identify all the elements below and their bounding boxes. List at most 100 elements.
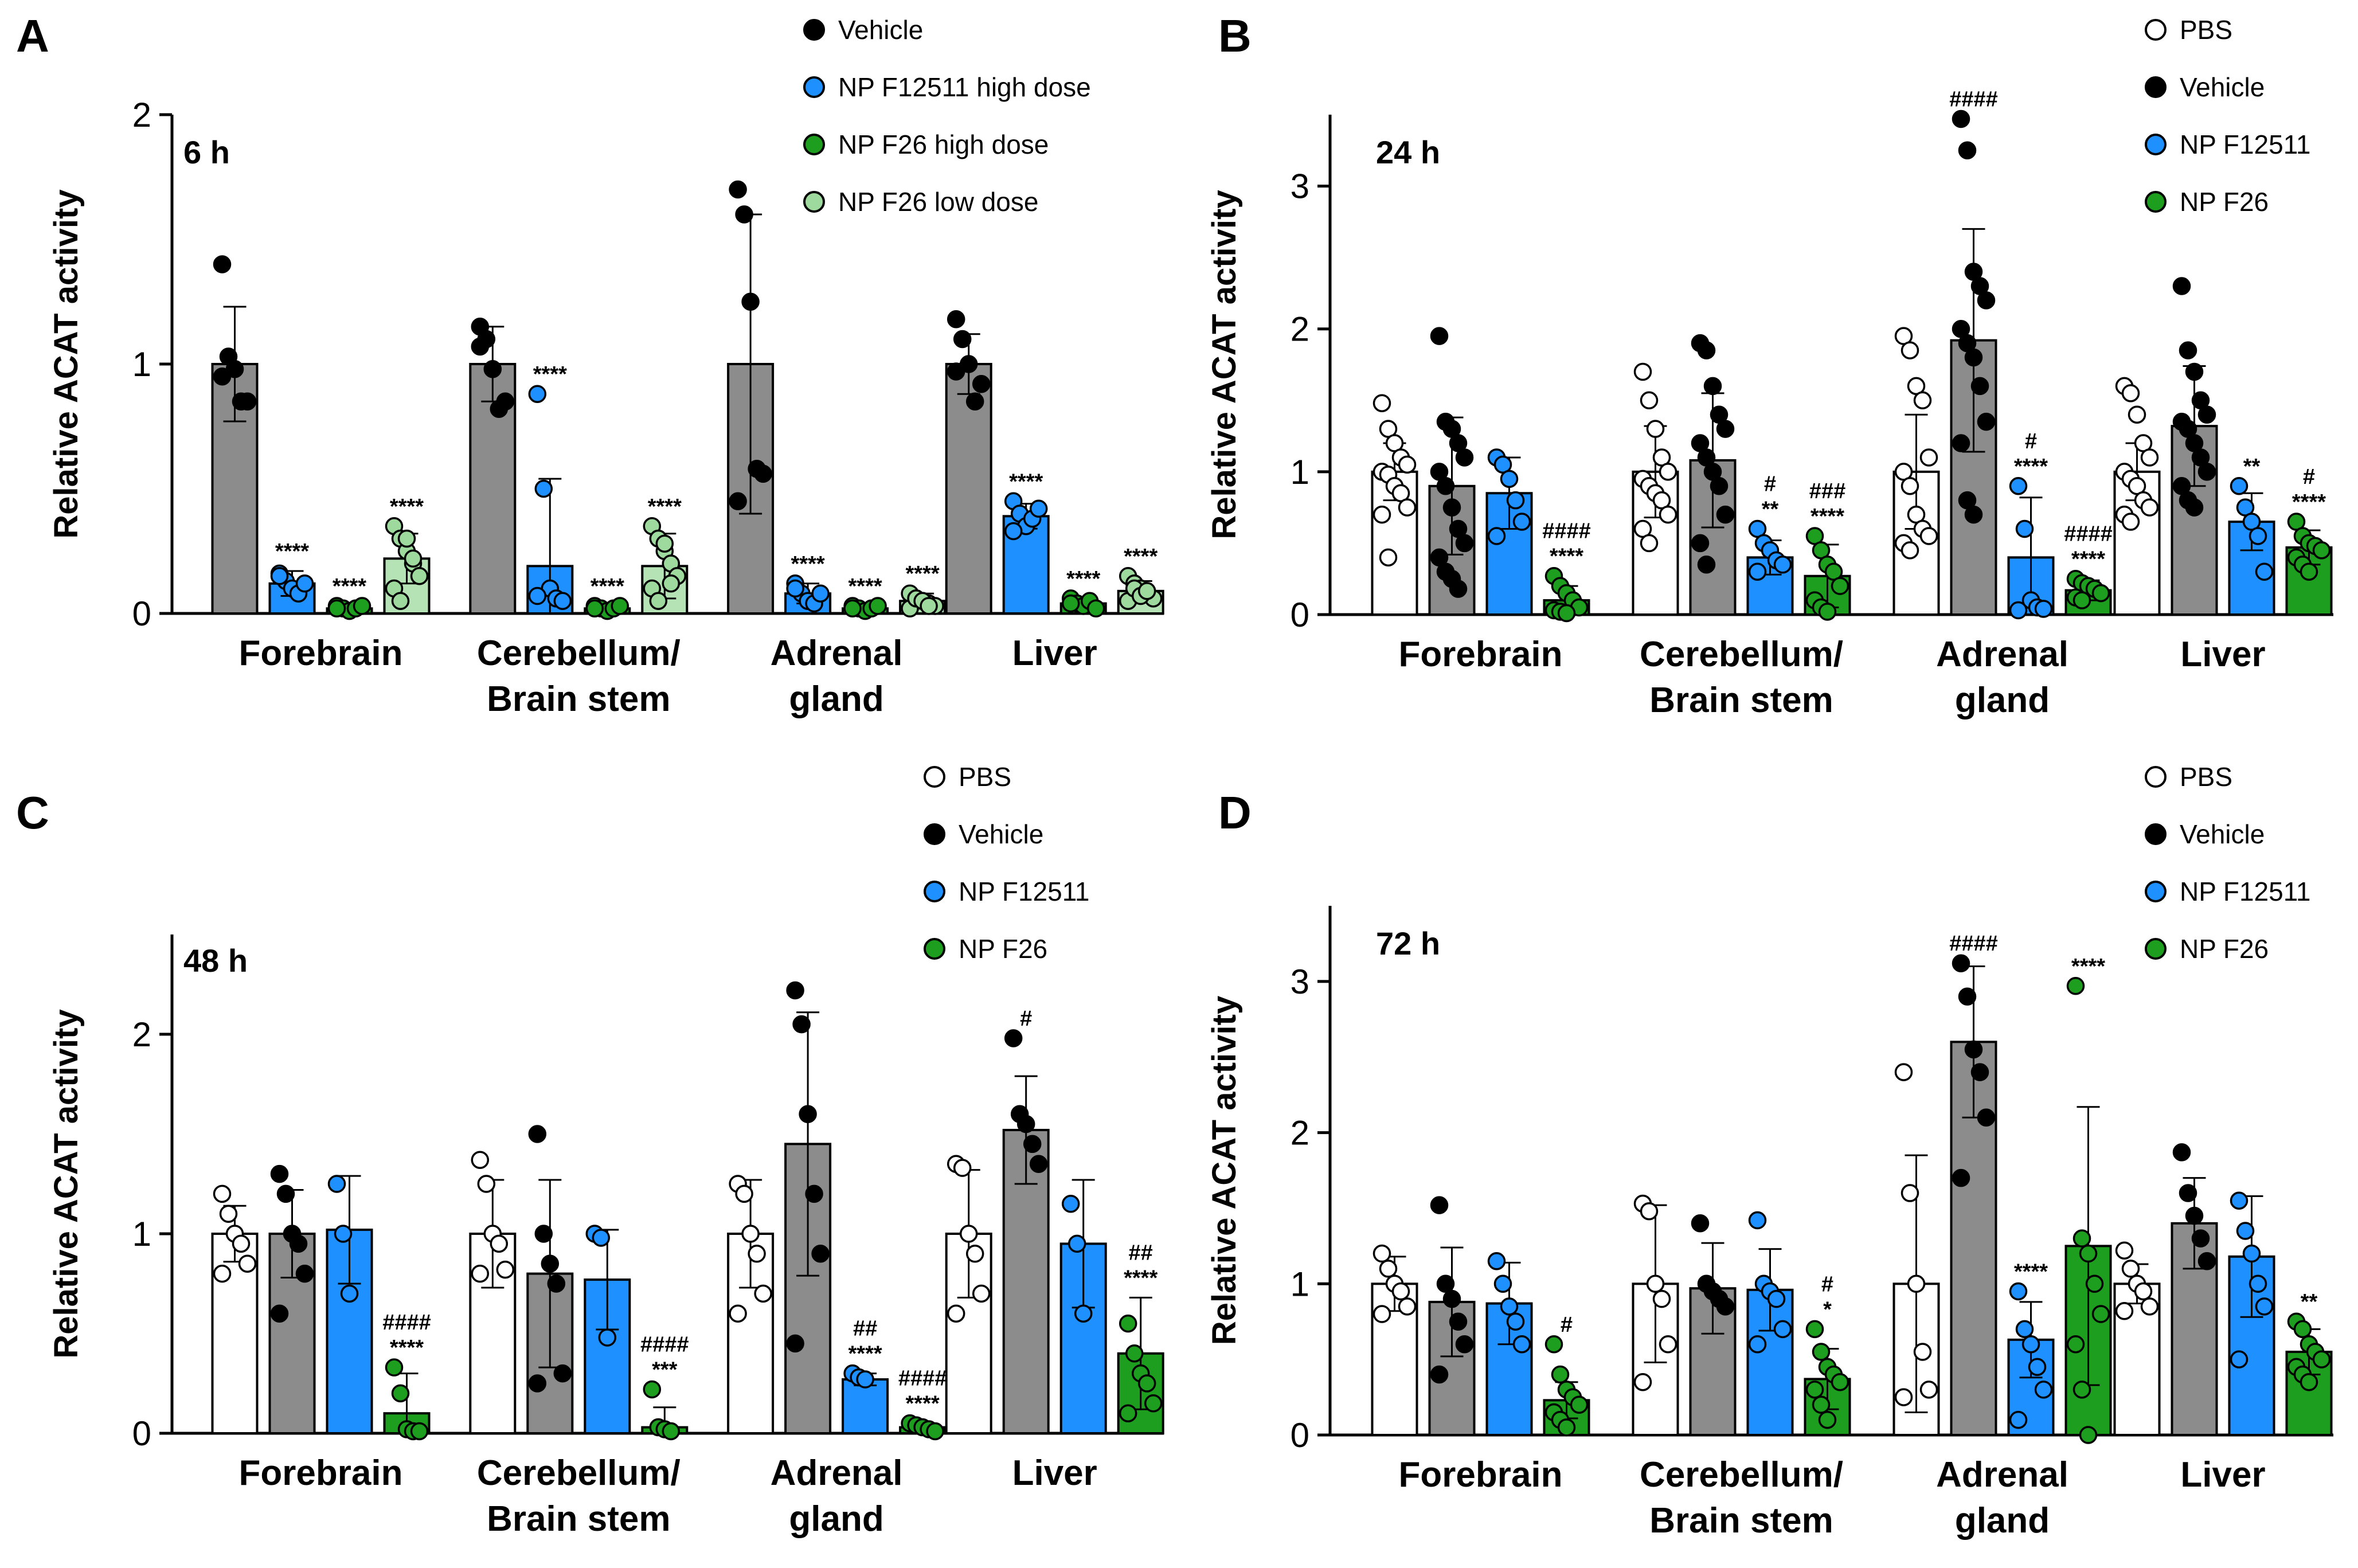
data-point [2185,1206,2204,1225]
category-label: gland [789,1499,883,1539]
data-point [496,392,515,410]
data-point [1773,1320,1792,1339]
data-point [1710,477,1729,495]
significance-label: **** [1066,567,1100,591]
data-point [869,597,887,615]
y-tick-label: 0 [1291,596,1309,634]
data-point [471,1264,490,1283]
data-point [2009,601,2028,620]
data-point [1977,412,1996,431]
panel-letter: C [16,787,49,838]
data-point [2230,477,2248,495]
data-point [947,362,965,381]
data-point [611,597,629,615]
significance-label: **** [390,1336,424,1360]
data-point [1379,1260,1398,1278]
data-point [2121,513,2140,531]
significance-label: *** [652,1358,678,1382]
data-point [792,1015,811,1034]
significance-label: **** [533,362,567,386]
data-point [2230,1191,2248,1210]
data-point [2312,1350,2331,1368]
data-point [2121,384,2140,402]
significance-label: # [2025,429,2037,453]
data-point [2300,1373,2318,1391]
data-point [385,1358,404,1377]
data-point [1773,556,1792,574]
data-point [1633,362,1652,381]
data-point [1913,1343,1932,1361]
data-point [1646,420,1665,438]
significance-label: **** [1124,545,1158,569]
significance-label: ** [2243,455,2261,479]
data-point [729,180,747,199]
data-point [1703,377,1722,396]
panel-letter: B [1218,10,1252,61]
data-point [410,567,429,585]
data-point [1964,505,1983,524]
category-label: Forebrain [239,1453,403,1493]
data-point [2255,562,2274,581]
data-point [232,1234,251,1253]
category-label: Liver [1012,1453,1097,1493]
data-point [1398,498,1417,517]
y-tick-label: 0 [132,1414,151,1453]
significance-label: #### [382,1311,431,1335]
data-point [2179,341,2197,359]
data-point [2115,1241,2134,1260]
data-point [1907,1274,1926,1293]
data-point [805,1184,823,1203]
data-point [1977,1108,1996,1127]
data-point [1901,341,1919,359]
data-point [1379,548,1398,567]
data-point [1430,1196,1449,1214]
data-point [1442,498,1461,517]
data-point [843,599,862,618]
data-point [1029,1155,1048,1173]
data-point [1697,556,1716,574]
data-point [965,392,984,410]
category-label: Liver [2180,635,2265,674]
data-point [2079,1244,2098,1263]
legend-marker [924,938,945,960]
data-point [729,1304,747,1323]
significance-label: **** [2071,548,2105,572]
data-point [1964,348,1983,367]
legend-marker [2145,191,2167,213]
significance-label: # [1020,1007,1032,1031]
legend-label: Vehicle [2180,819,2265,849]
data-point [2140,498,2159,517]
significance-label: **** [906,562,940,586]
data-point [1659,1335,1677,1354]
data-point [1952,434,1970,452]
data-point [1716,420,1735,438]
data-point [1372,394,1391,413]
legend-marker [803,19,825,41]
significance-label: # [1561,1313,1573,1337]
legend-marker [2145,766,2167,788]
category-label: Forebrain [1399,1455,1563,1495]
data-point [920,597,938,615]
category-label: Liver [1012,634,1097,673]
data-point [547,1274,566,1293]
legend-label: NP F12511 high dose [838,72,1091,102]
legend-marker [803,134,825,155]
significance-label: **** [1124,1266,1158,1290]
time-label: 6 h [183,134,230,170]
data-point [748,1245,766,1263]
category-label: Cerebellum/ [477,634,681,673]
category-label: Cerebellum/ [1640,1455,1843,1495]
legend-marker [803,76,825,98]
data-point [1952,954,1970,972]
data-point [1767,1289,1786,1308]
data-point [1398,1297,1417,1316]
data-point [811,1245,830,1263]
data-point [270,567,289,585]
significance-label: ## [1129,1241,1153,1265]
data-point [2034,1381,2053,1399]
data-point [2230,1350,2248,1368]
significance-label: **** [2014,1260,2048,1284]
significance-label: # [2303,465,2315,489]
data-point [1952,1168,1970,1187]
data-point [1455,1335,1474,1354]
